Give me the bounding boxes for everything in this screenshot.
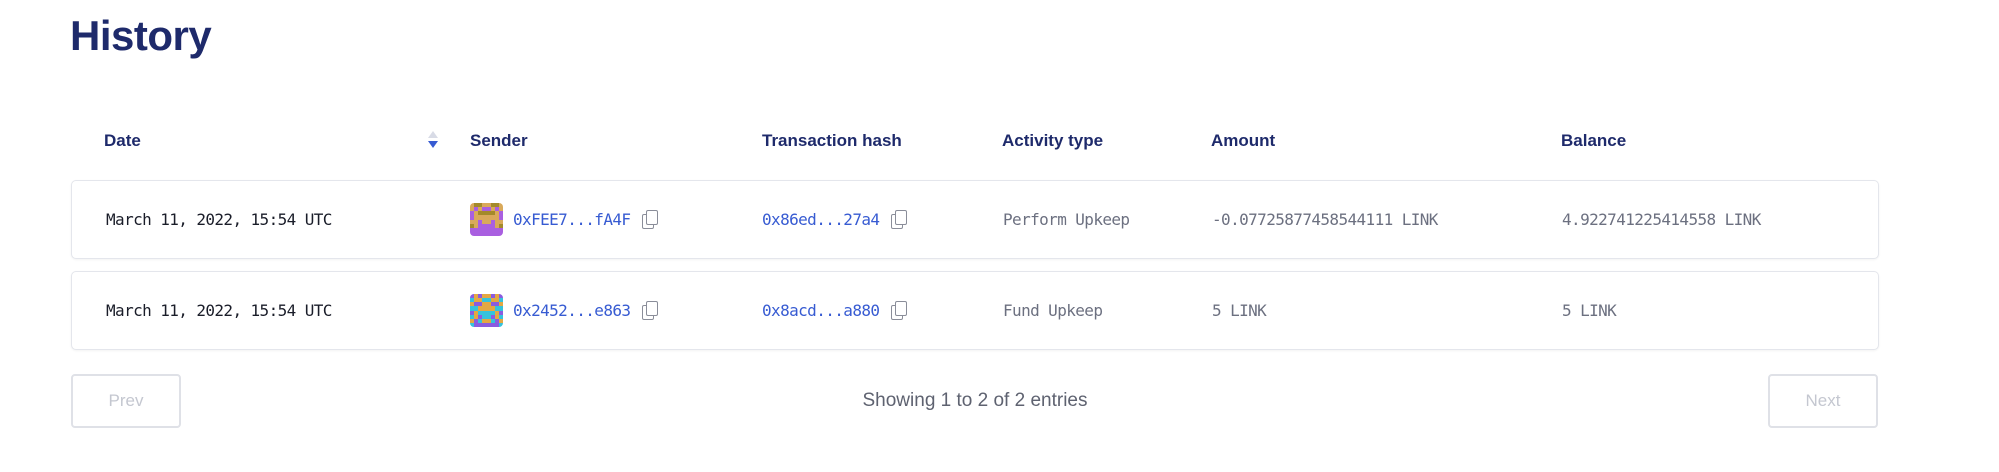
sender-avatar-icon bbox=[470, 294, 503, 327]
table-row: March 11, 2022, 15:54 UTC 0x2452...e863 … bbox=[71, 271, 1879, 350]
copy-icon[interactable] bbox=[642, 209, 660, 230]
balance-cell: 5 LINK bbox=[1562, 301, 1617, 320]
date-cell: March 11, 2022, 15:54 UTC bbox=[106, 210, 332, 229]
column-header-activity-type: Activity type bbox=[1002, 131, 1104, 150]
column-header-amount: Amount bbox=[1211, 131, 1276, 150]
page-title: History bbox=[70, 12, 212, 59]
date-cell: March 11, 2022, 15:54 UTC bbox=[106, 301, 332, 320]
prev-button[interactable]: Prev bbox=[71, 374, 181, 428]
sender-address-link[interactable]: 0xFEE7...fA4F bbox=[513, 210, 631, 229]
table-row: March 11, 2022, 15:54 UTC 0xFEE7...fA4F … bbox=[71, 180, 1879, 259]
activity-type-cell: Fund Upkeep bbox=[1003, 301, 1103, 320]
column-header-date[interactable]: Date bbox=[104, 131, 141, 150]
balance-cell: 4.922741225414558 LINK bbox=[1562, 210, 1761, 229]
copy-icon[interactable] bbox=[891, 300, 909, 321]
next-button[interactable]: Next bbox=[1768, 374, 1878, 428]
transaction-hash-link[interactable]: 0x86ed...27a4 bbox=[762, 210, 880, 229]
pagination-info: Showing 1 to 2 of 2 entries bbox=[862, 390, 1088, 411]
amount-cell: -0.07725877458544111 LINK bbox=[1212, 210, 1438, 229]
sort-icon[interactable] bbox=[427, 130, 439, 152]
transaction-hash-link[interactable]: 0x8acd...a880 bbox=[762, 301, 880, 320]
activity-type-cell: Perform Upkeep bbox=[1003, 210, 1130, 229]
copy-icon[interactable] bbox=[891, 209, 909, 230]
copy-icon[interactable] bbox=[642, 300, 660, 321]
column-header-sender: Sender bbox=[470, 131, 528, 150]
column-header-transaction-hash: Transaction hash bbox=[762, 131, 902, 150]
sender-address-link[interactable]: 0x2452...e863 bbox=[513, 301, 631, 320]
sender-avatar-icon bbox=[470, 203, 503, 236]
column-header-balance: Balance bbox=[1561, 131, 1627, 150]
amount-cell: 5 LINK bbox=[1212, 301, 1267, 320]
